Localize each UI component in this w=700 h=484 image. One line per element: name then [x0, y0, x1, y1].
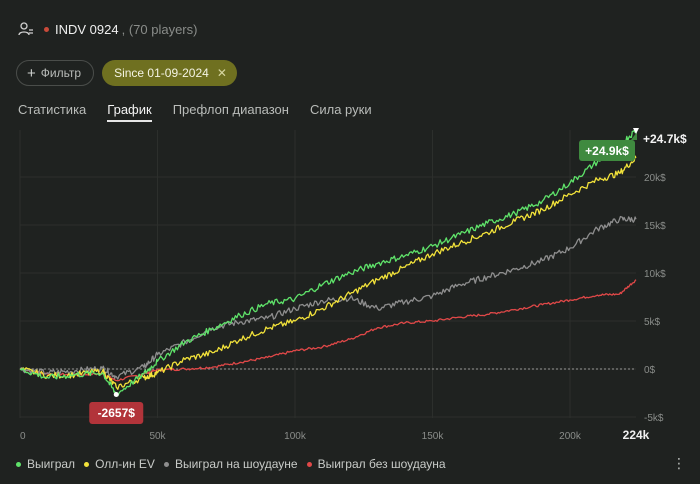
tab-preflop-range[interactable]: Префлоп диапазон — [172, 102, 289, 117]
legend-label-won: Выиграл — [27, 457, 76, 471]
tournament-title: INDV 0924 — [55, 21, 119, 37]
y-tick-label: -5k$ — [644, 413, 664, 424]
x-axis-ticks: 0 50k 100k 150k 200k 224k — [20, 428, 650, 442]
x-tick-label: 100k — [284, 431, 307, 442]
status-dot — [44, 26, 49, 32]
add-filter-label: Фильтр — [40, 66, 82, 80]
y-tick-label: 0$ — [644, 365, 656, 376]
legend-item-allin-ev[interactable]: Олл-ин EV — [84, 457, 155, 471]
x-tick-label: 224k — [623, 428, 650, 442]
legend-swatch-showdown — [163, 461, 169, 467]
y-tick-label: 5k$ — [644, 317, 661, 328]
chart-lines — [19, 129, 637, 397]
date-filter-chip[interactable]: Since 01-09-2024 ✕ — [102, 60, 237, 86]
filter-bar: + Фильтр Since 01-09-2024 ✕ — [16, 60, 237, 86]
series-line — [19, 129, 637, 397]
series-line — [19, 155, 637, 390]
y-axis-ticks: -5k$ 0$ 5k$ 10k$ 15k$ 20k$ — [644, 173, 666, 424]
tab-hand-strength[interactable]: Сила руки — [309, 102, 372, 117]
min-label: -2657$ — [98, 406, 136, 420]
max-label: +24.9k$ — [585, 144, 629, 158]
header: INDV 0924 , (70 players) — [18, 19, 197, 39]
min-label-box — [89, 402, 144, 424]
max-label-box — [579, 140, 635, 161]
series-line — [19, 279, 637, 382]
tab-statistics[interactable]: Статистика — [18, 102, 87, 117]
legend-swatch-non-showdown — [306, 461, 312, 467]
players-count: , (70 players) — [121, 21, 198, 37]
tab-graph[interactable]: График — [107, 102, 152, 122]
user-switch-icon[interactable] — [18, 21, 34, 37]
add-filter-button[interactable]: + Фильтр — [16, 60, 95, 86]
end-value-label: +24.7k$ — [643, 132, 687, 146]
max-point-marker — [633, 127, 639, 134]
more-options-icon[interactable]: ⋮ — [672, 455, 686, 471]
max-label-pointer — [631, 132, 637, 140]
chart-legend: Выиграл Олл-ин EV Выиграл на шоудауне Вы… — [16, 457, 455, 471]
y-tick-label: 20k$ — [644, 173, 666, 184]
legend-label-allin-ev: Олл-ин EV — [95, 457, 155, 471]
min-point-marker — [113, 392, 119, 398]
x-tick-label: 50k — [149, 431, 166, 442]
plus-icon: + — [27, 64, 36, 82]
x-tick-label: 0 — [20, 431, 26, 442]
x-tick-label: 150k — [422, 431, 445, 442]
tab-bar: Статистика График Префлоп диапазон Сила … — [18, 102, 393, 122]
legend-label-non-showdown: Выиграл без шоудауна — [317, 457, 446, 471]
legend-label-showdown: Выиграл на шоудауне — [174, 457, 298, 471]
legend-swatch-allin-ev — [84, 461, 90, 467]
y-tick-label: 10k$ — [644, 269, 666, 280]
legend-item-non-showdown[interactable]: Выиграл без шоудауна — [306, 457, 446, 471]
profit-chart[interactable]: -5k$ 0$ 5k$ 10k$ 15k$ 20k$ 0 50k 100k 150k 200k 22… — [0, 124, 700, 450]
chart-annotations: -2657$ +24.9k$ +24.7k$ — [89, 127, 687, 424]
date-filter-label: Since 01-09-2024 — [114, 66, 209, 80]
legend-swatch-won — [16, 461, 21, 467]
x-tick-label: 200k — [559, 431, 582, 442]
legend-item-showdown[interactable]: Выиграл на шоудауне — [163, 457, 298, 471]
legend-item-won[interactable]: Выиграл — [16, 457, 75, 471]
y-tick-label: 15k$ — [644, 221, 666, 232]
close-icon[interactable]: ✕ — [216, 66, 227, 80]
series-line — [19, 215, 637, 380]
